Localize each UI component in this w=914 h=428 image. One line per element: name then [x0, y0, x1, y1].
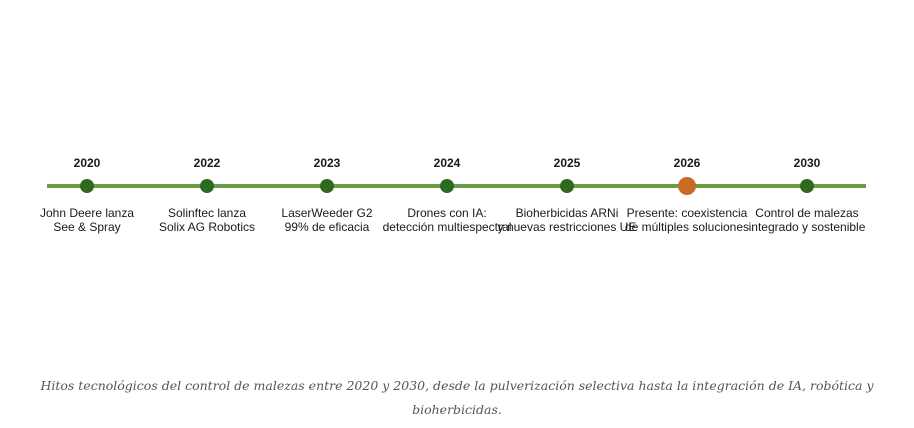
- milestone-dot: [200, 179, 214, 193]
- milestone-dot: [80, 179, 94, 193]
- milestone-label-line: See & Spray: [53, 220, 121, 234]
- milestone-dot: [800, 179, 814, 193]
- milestone-dot: [440, 179, 454, 193]
- milestone-label: LaserWeeder G2 99% de eficacia: [257, 206, 397, 234]
- milestone-year: 2023: [313, 156, 341, 170]
- milestone-label-line: Solinftec lanza: [167, 206, 247, 220]
- figure-caption: Hitos tecnológicos del control de maleza…: [40, 378, 874, 417]
- milestone-label-line: detección multiespectral: [382, 220, 512, 234]
- milestone-label-line: 99% de eficacia: [284, 220, 370, 234]
- milestone-year: 2024: [433, 156, 461, 170]
- milestone-label-line: Drones con IA:: [407, 206, 487, 220]
- milestone-label: Solinftec lanza Solix AG Robotics: [137, 206, 277, 234]
- milestone-year: 2022: [193, 156, 221, 170]
- milestone-label: Bioherbicidas ARNi y nuevas restriccione…: [497, 206, 637, 234]
- milestone-label-line: Bioherbicidas ARNi: [515, 206, 619, 220]
- milestone-label: Control de malezas integrado y sostenibl…: [737, 206, 877, 234]
- timeline-axis: [47, 184, 866, 188]
- milestone-label-line: integrado y sostenible: [748, 220, 866, 234]
- milestone-label-line: LaserWeeder G2: [281, 206, 373, 220]
- milestone-label: John Deere lanza See & Spray: [17, 206, 157, 234]
- milestone-label-line: Solix AG Robotics: [158, 220, 256, 234]
- milestone-label-line: de múltiples soluciones: [624, 220, 750, 234]
- milestone-year: 2026: [673, 156, 701, 170]
- milestone-label-line: y nuevas restricciones UE: [497, 220, 637, 234]
- milestone-label-line: Presente: coexistencia: [626, 206, 748, 220]
- milestone-label-line: John Deere lanza: [39, 206, 135, 220]
- milestone-dot: [560, 179, 574, 193]
- timeline: 2020 John Deere lanza See & Spray 2022 S…: [17, 156, 877, 234]
- milestone-year: 2030: [793, 156, 821, 170]
- milestone-year: 2020: [73, 156, 101, 170]
- milestone-dot-current: [678, 177, 696, 195]
- milestone-dot: [320, 179, 334, 193]
- milestone-label: Drones con IA: detección multiespectral: [377, 206, 517, 234]
- milestone-label: Presente: coexistencia de múltiples solu…: [617, 206, 757, 234]
- milestone-label-line: Control de malezas: [755, 206, 859, 220]
- milestone-year: 2025: [553, 156, 581, 170]
